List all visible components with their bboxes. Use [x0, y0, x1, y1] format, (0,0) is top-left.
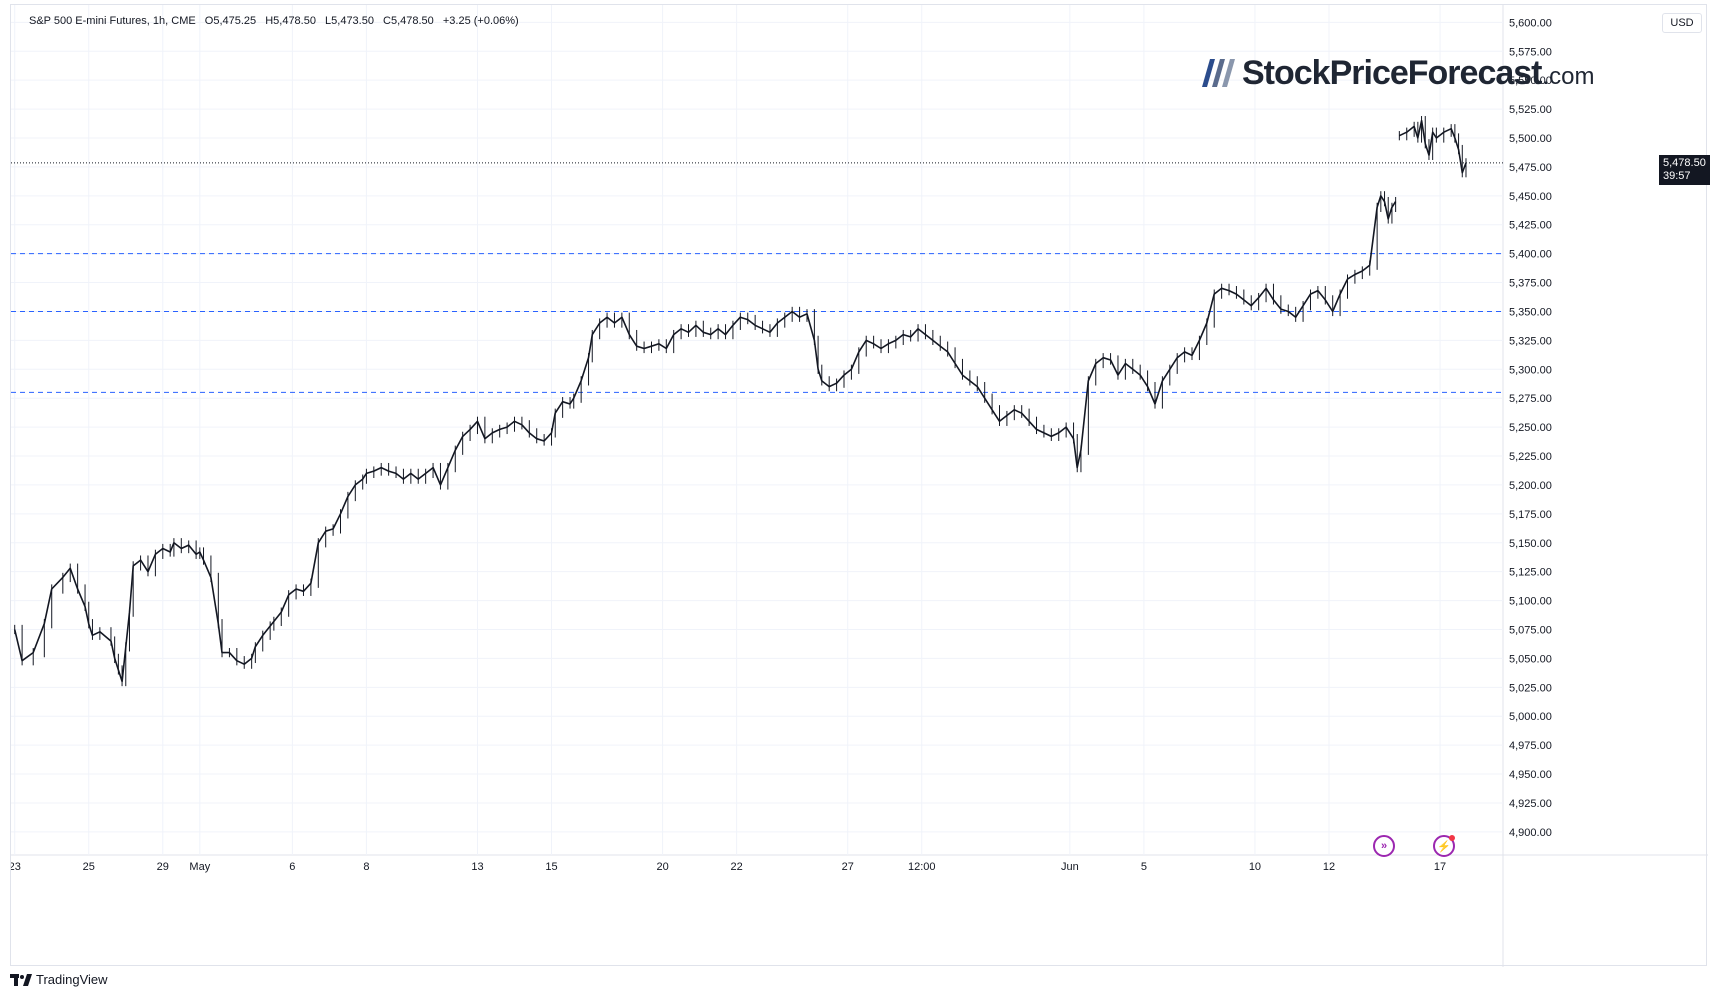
y-tick-label: 5,250.00 — [1509, 422, 1552, 434]
y-tick-label: 5,300.00 — [1509, 364, 1552, 376]
y-tick-label: 5,375.00 — [1509, 278, 1552, 290]
y-tick-label: 5,125.00 — [1509, 567, 1552, 579]
y-tick-label: 4,925.00 — [1509, 798, 1552, 810]
y-tick-label: 5,275.00 — [1509, 393, 1552, 405]
y-tick-label: 5,550.00 — [1509, 75, 1552, 87]
y-tick-label: 5,050.00 — [1509, 653, 1552, 665]
price-chart[interactable]: 5,600.00 5,575.00 5,550.00 5,525.00 5,500.00… — [11, 5, 1708, 967]
x-tick-label: 15 — [545, 861, 557, 873]
x-tick-label: 27 — [842, 861, 854, 873]
y-tick-label: 5,000.00 — [1509, 711, 1552, 723]
x-tick-label: 20 — [656, 861, 668, 873]
chart-legend: S&P 500 E-mini Futures, 1h, CME O5,475.2… — [29, 15, 525, 27]
y-tick-label: 5,150.00 — [1509, 538, 1552, 550]
y-tick-label: 5,575.00 — [1509, 46, 1552, 58]
x-tick-label: 5 — [1141, 861, 1147, 873]
x-tick-label: 23 — [11, 861, 21, 873]
legend-open: O5,475.25 — [204, 15, 257, 27]
logo-slashes-icon — [1202, 59, 1235, 87]
last-price-label: 5,478.50 39:57 — [1659, 154, 1710, 185]
y-tick-label: 5,600.00 — [1509, 17, 1552, 29]
y-tick-label: 4,975.00 — [1509, 740, 1552, 752]
replay-icon[interactable]: » — [1373, 835, 1395, 857]
x-tick-label: 6 — [289, 861, 295, 873]
brand-tld: .com — [1542, 63, 1595, 90]
y-tick-label: 5,350.00 — [1509, 306, 1552, 318]
legend-instrument: S&P 500 E-mini Futures, 1h, CME — [29, 15, 196, 27]
x-tick-label: 8 — [363, 861, 369, 873]
legend-close: C5,478.50 — [383, 15, 434, 27]
tradingview-attribution[interactable]: TradingView — [10, 972, 108, 987]
y-tick-label: 4,900.00 — [1509, 827, 1552, 839]
alert-dot — [1449, 835, 1455, 841]
watermark-logo: StockPriceForecast .com — [1196, 53, 1595, 93]
y-tick-label: 5,075.00 — [1509, 624, 1552, 636]
tradingview-logo-icon — [10, 973, 32, 986]
y-tick-label: 5,475.00 — [1509, 162, 1552, 174]
x-tick-label: Jun — [1061, 861, 1079, 873]
x-tick-label: 12:00 — [908, 861, 936, 873]
last-price-value: 5,478.50 — [1663, 156, 1706, 169]
y-tick-label: 5,225.00 — [1509, 451, 1552, 463]
y-tick-label: 5,025.00 — [1509, 682, 1552, 694]
legend-change: +3.25 (+0.06%) — [442, 15, 519, 27]
x-tick-label: 13 — [471, 861, 483, 873]
x-tick-label: May — [189, 861, 210, 873]
x-tick-label: 25 — [83, 861, 95, 873]
brand-name: StockPriceForecast — [1242, 53, 1542, 92]
currency-selector[interactable]: USD — [1662, 13, 1702, 33]
y-tick-label: 5,325.00 — [1509, 335, 1552, 347]
x-tick-label: 22 — [731, 861, 743, 873]
bar-countdown: 39:57 — [1663, 169, 1691, 182]
x-tick-label: 10 — [1249, 861, 1261, 873]
y-tick-label: 5,100.00 — [1509, 596, 1552, 608]
y-tick-label: 5,200.00 — [1509, 480, 1552, 492]
legend-low: L5,473.50 — [325, 15, 374, 27]
price-series-line — [13, 195, 1397, 683]
y-tick-label: 5,450.00 — [1509, 191, 1552, 203]
y-tick-label: 5,525.00 — [1509, 104, 1552, 116]
y-tick-label: 5,425.00 — [1509, 220, 1552, 232]
x-tick-label: 12 — [1323, 861, 1335, 873]
footer-logo-text: TradingView — [36, 972, 108, 987]
y-tick-label: 5,400.00 — [1509, 249, 1552, 261]
y-tick-label: 4,950.00 — [1509, 769, 1552, 781]
alert-icon[interactable]: ⚡ — [1433, 835, 1455, 857]
x-tick-label: 29 — [157, 861, 169, 873]
legend-high: H5,478.50 — [265, 15, 316, 27]
y-tick-label: 5,500.00 — [1509, 133, 1552, 145]
x-tick-label: 17 — [1434, 861, 1446, 873]
y-tick-label: 5,175.00 — [1509, 509, 1552, 521]
chart-frame[interactable]: 5,600.00 5,575.00 5,550.00 5,525.00 5,500.00… — [10, 4, 1710, 967]
